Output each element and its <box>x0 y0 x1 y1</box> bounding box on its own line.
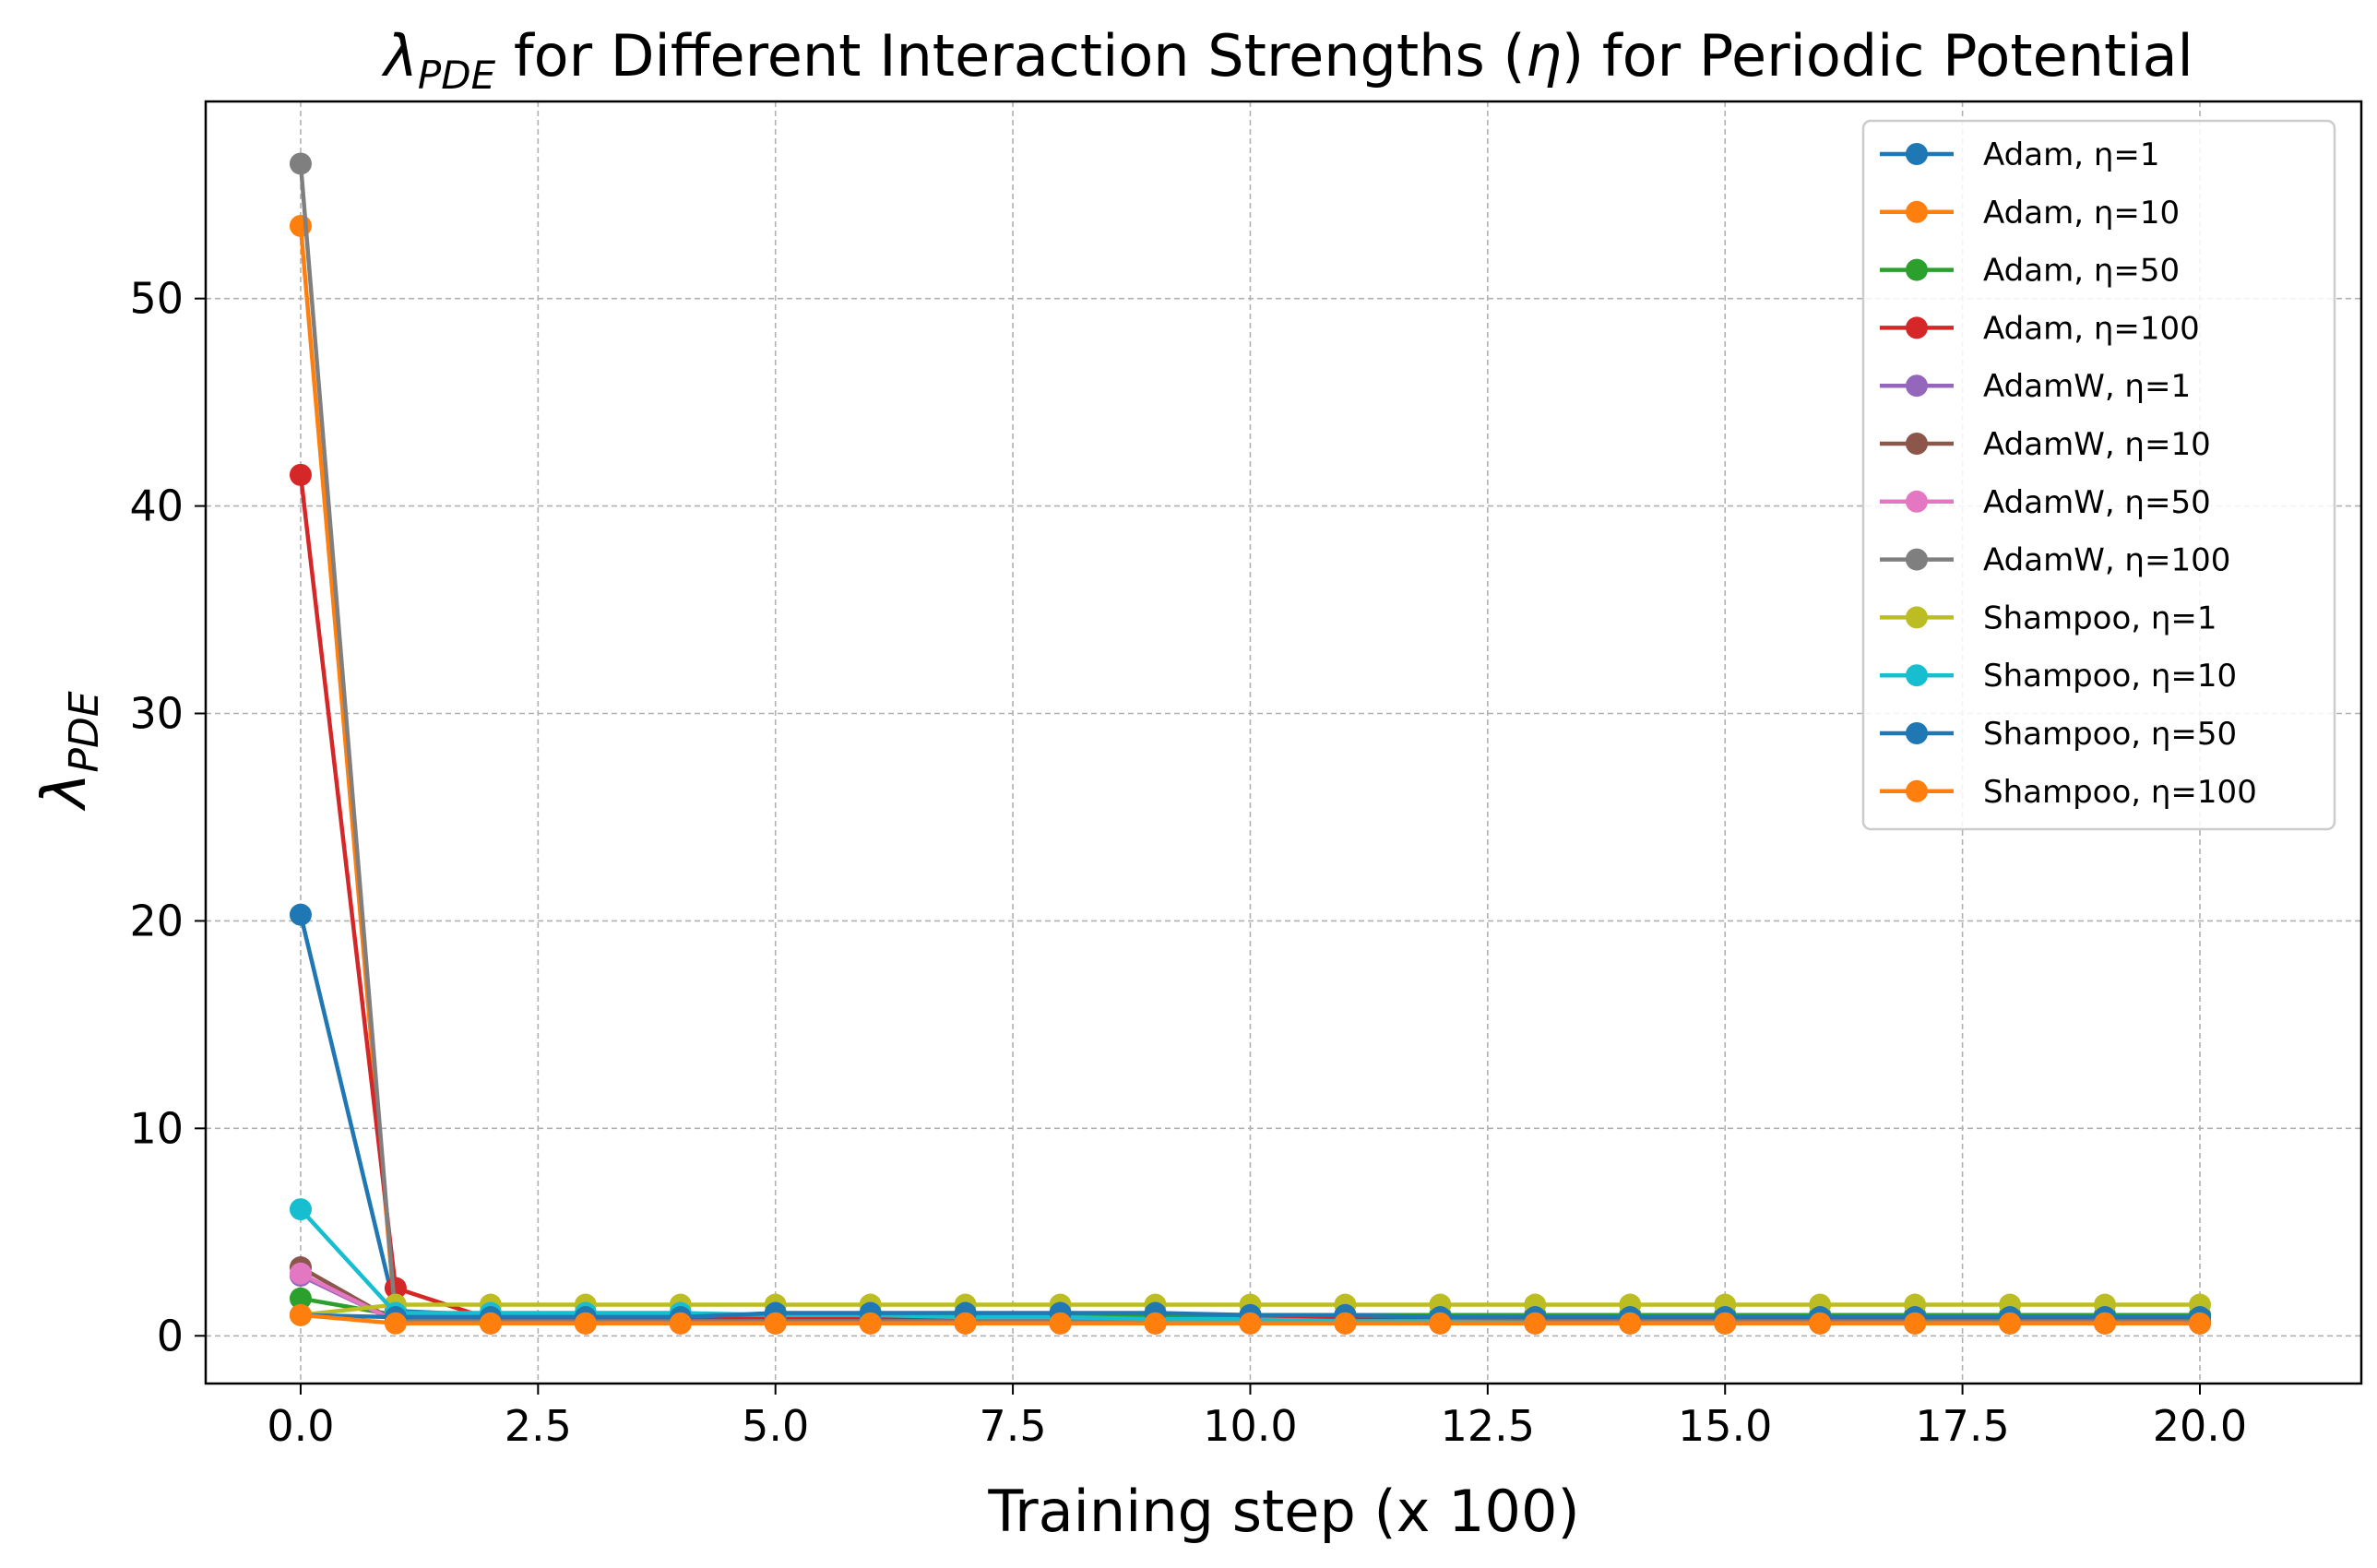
legend-marker <box>1906 606 1928 629</box>
x-tick-label: 10.0 <box>1203 1401 1297 1451</box>
y-axis-label: λPDE <box>29 691 108 811</box>
y-tick-label: 50 <box>129 274 184 324</box>
data-point <box>2188 1312 2211 1335</box>
data-point <box>1239 1312 1262 1335</box>
x-tick-label: 2.5 <box>505 1401 572 1451</box>
data-point <box>1524 1312 1547 1335</box>
legend: Adam, η=1 Adam, η=10 Adam, η=50 Adam, η=100… <box>1861 119 2336 831</box>
legend-label: Shampoo, η=10 <box>1983 658 2237 695</box>
legend-label: Adam, η=1 <box>1983 137 2159 173</box>
data-point <box>289 903 312 926</box>
data-point <box>479 1312 502 1335</box>
data-point <box>2094 1312 2117 1335</box>
x-tick-label: 5.0 <box>742 1401 809 1451</box>
data-point <box>669 1312 692 1335</box>
data-point <box>1144 1312 1167 1335</box>
legend-label: AdamW, η=10 <box>1983 426 2211 463</box>
legend-label: Shampoo, η=100 <box>1983 774 2257 811</box>
legend-entry: AdamW, η=10 <box>1880 426 2211 463</box>
legend-marker <box>1906 779 1928 802</box>
legend-marker <box>1906 374 1928 398</box>
legend-entry: Shampoo, η=50 <box>1880 716 2237 753</box>
legend-label: Shampoo, η=50 <box>1983 716 2237 753</box>
data-point <box>1809 1312 1832 1335</box>
legend-marker <box>1906 722 1928 744</box>
legend-marker <box>1906 664 1928 687</box>
chart-title: λPDE for Different Interaction Strengths… <box>381 22 2193 98</box>
data-point <box>289 1303 312 1326</box>
legend-entry: Adam, η=10 <box>1880 195 2180 232</box>
legend-label: Adam, η=10 <box>1983 195 2180 232</box>
legend-entry: Adam, η=100 <box>1880 310 2200 347</box>
data-point <box>289 1198 312 1221</box>
x-tick-label: 0.0 <box>267 1401 334 1451</box>
data-point <box>289 1262 312 1285</box>
legend-marker <box>1906 490 1928 513</box>
data-point <box>1429 1312 1452 1335</box>
legend-entry: Adam, η=50 <box>1880 253 2180 290</box>
legend-entry: Shampoo, η=10 <box>1880 658 2237 695</box>
legend-label: AdamW, η=100 <box>1983 542 2230 579</box>
axis-ticks: 0.0 2.5 5.0 7.5 10.0 12.5 15.0 17.5 20.0 0 10 20 30 4… <box>129 274 2247 1451</box>
y-tick-label: 40 <box>129 481 184 531</box>
data-point <box>289 1287 312 1310</box>
plot-area-frame <box>204 100 2363 1385</box>
y-tick-label: 20 <box>129 896 184 945</box>
series-12 <box>289 1303 2211 1335</box>
data-point <box>384 1312 407 1335</box>
legend-marker <box>1906 143 1928 165</box>
y-tick-label: 10 <box>129 1103 184 1153</box>
x-tick-label: 20.0 <box>2153 1401 2247 1451</box>
data-point <box>1904 1312 1927 1335</box>
x-tick-label: 12.5 <box>1441 1401 1535 1451</box>
y-tick-label: 0 <box>157 1311 184 1360</box>
legend-marker <box>1906 548 1928 571</box>
legend-entry: AdamW, η=100 <box>1880 542 2230 579</box>
data-point <box>1714 1312 1737 1335</box>
legend-label: Shampoo, η=1 <box>1983 600 2217 636</box>
legend-marker <box>1906 433 1928 455</box>
legend-marker <box>1906 316 1928 339</box>
legend-entry: Shampoo, η=1 <box>1880 600 2217 636</box>
data-point <box>1619 1312 1642 1335</box>
legend-label: Adam, η=50 <box>1983 253 2180 290</box>
series-lines <box>289 152 2211 1335</box>
legend-marker <box>1906 200 1928 223</box>
data-point <box>764 1312 787 1335</box>
x-tick-label: 15.0 <box>1678 1401 1772 1451</box>
legend-entry: Adam, η=1 <box>1880 137 2159 173</box>
data-point <box>384 1277 407 1300</box>
data-point <box>289 463 312 486</box>
data-point <box>289 152 312 175</box>
legend-label: AdamW, η=1 <box>1983 368 2191 405</box>
data-point <box>1334 1312 1357 1335</box>
legend-entry: AdamW, η=50 <box>1880 484 2211 521</box>
x-axis-label: Training step (x 100) <box>987 1478 1579 1545</box>
legend-entry: Shampoo, η=100 <box>1880 774 2257 811</box>
data-point <box>574 1312 597 1335</box>
data-point <box>1999 1312 2022 1335</box>
data-point <box>1049 1312 1072 1335</box>
data-point <box>954 1312 977 1335</box>
legend-marker <box>1906 258 1928 281</box>
data-point <box>859 1312 882 1335</box>
legend-label: Adam, η=100 <box>1983 310 2200 347</box>
x-tick-label: 7.5 <box>980 1401 1047 1451</box>
y-tick-label: 30 <box>129 689 184 739</box>
x-tick-label: 17.5 <box>1915 1401 2009 1451</box>
legend-label: AdamW, η=50 <box>1983 484 2211 521</box>
legend-box <box>1861 119 2336 831</box>
legend-entry: AdamW, η=1 <box>1880 368 2191 405</box>
